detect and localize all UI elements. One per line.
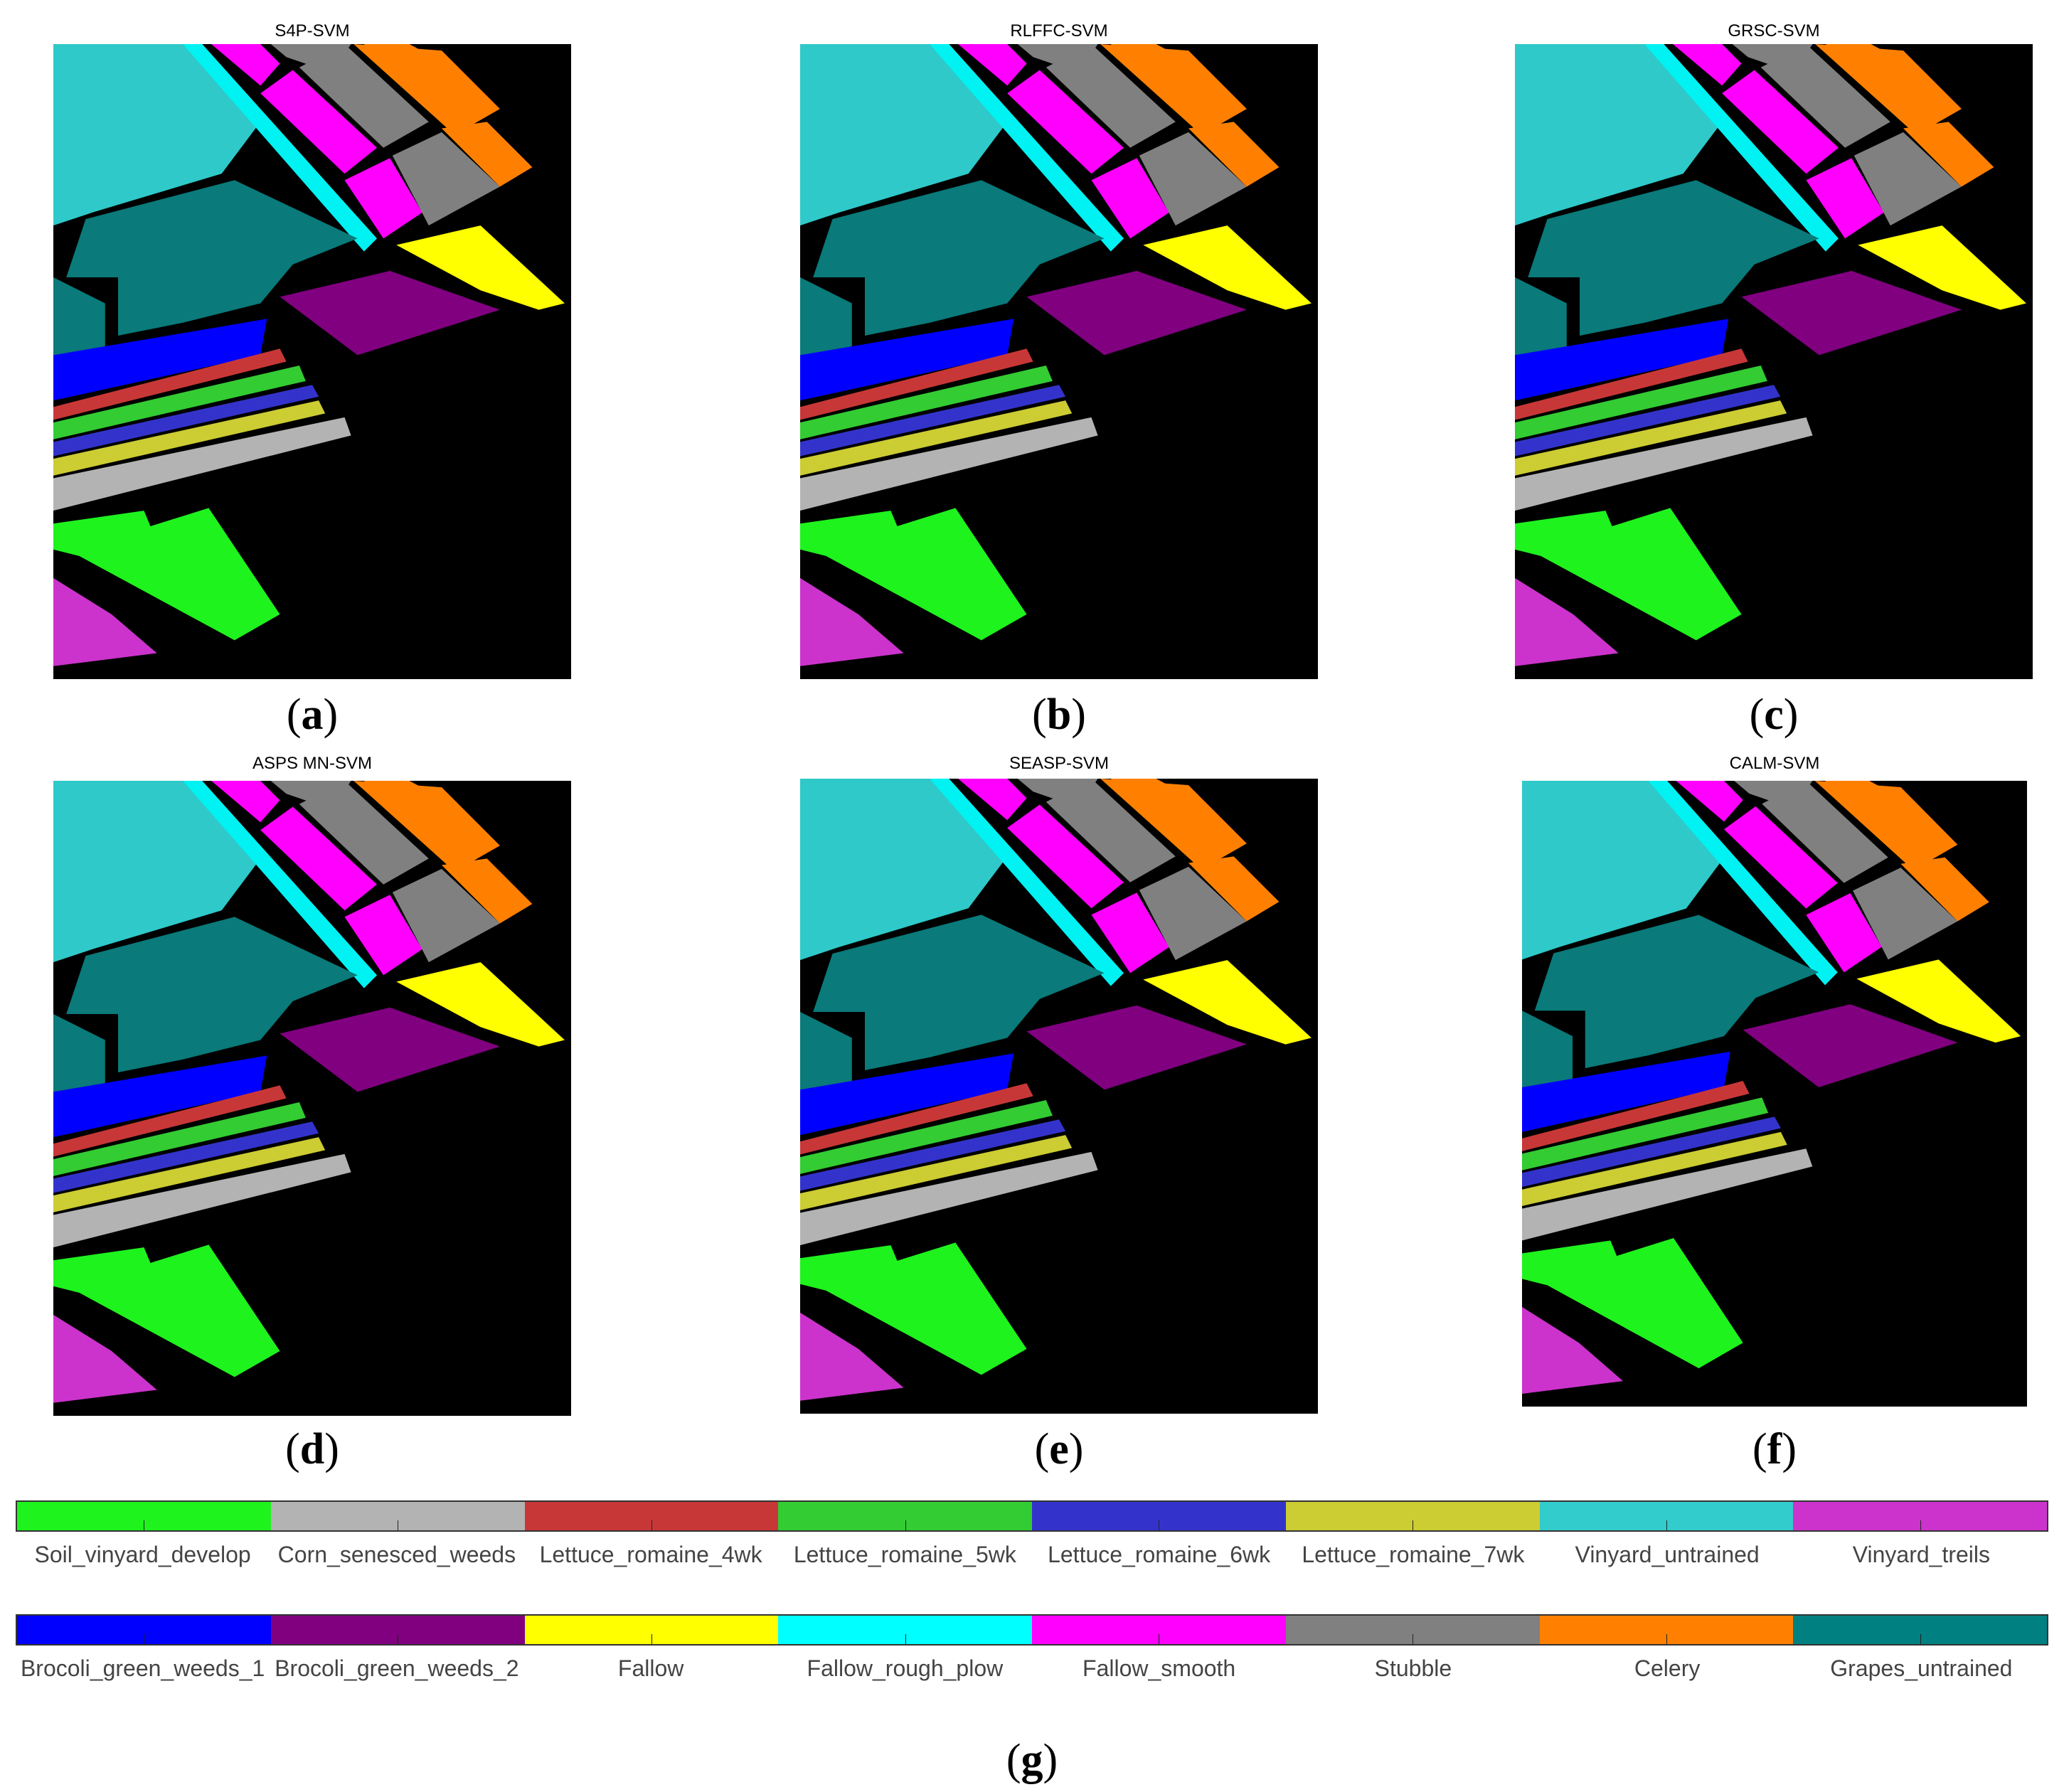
legend-label: Stubble: [1374, 1655, 1452, 1681]
legend-label: Vinyard_untrained: [1575, 1542, 1760, 1567]
legend-label: Brocoli_green_weeds_1: [20, 1655, 265, 1681]
panel-label: (c): [1749, 690, 1799, 739]
legend-swatch: [524, 1616, 779, 1644]
legend-swatch: [1032, 1502, 1286, 1530]
legend-label: Celery: [1634, 1655, 1701, 1681]
legend-colorbar-1: [16, 1500, 2048, 1532]
legend-swatch: [778, 1502, 1032, 1530]
panel-label: (d): [285, 1425, 339, 1473]
panel-title: ASPS MN-SVM: [252, 754, 373, 773]
legend-colorbar-2: [16, 1614, 2048, 1646]
panel-label: (e): [1034, 1425, 1084, 1473]
legend-label: Grapes_untrained: [1830, 1655, 2013, 1681]
legend-label: Soil_vinyard_develop: [34, 1542, 251, 1567]
legend-caption: (g): [1006, 1736, 1058, 1784]
panel-title: S4P-SVM: [275, 21, 350, 41]
legend-label: Lettuce_romaine_6wk: [1048, 1542, 1271, 1567]
legend-swatch: [270, 1616, 525, 1644]
legend-label: Lettuce_romaine_4wk: [539, 1542, 762, 1567]
legend-label: Lettuce_romaine_5wk: [793, 1542, 1016, 1567]
legend-swatch: [17, 1502, 271, 1530]
panel-title: GRSC-SVM: [1728, 21, 1820, 41]
legend-label: Fallow_smooth: [1082, 1655, 1236, 1681]
panel-label: (b): [1032, 690, 1086, 739]
panel-title: SEASP-SVM: [1009, 754, 1110, 773]
panel-title: CALM-SVM: [1729, 754, 1820, 773]
legend-swatch: [778, 1616, 1032, 1644]
legend-label: Brocoli_green_weeds_2: [275, 1655, 519, 1681]
legend-swatch: [1539, 1502, 1794, 1530]
legend-swatch: [1285, 1502, 1540, 1530]
panel-label: (a): [286, 690, 339, 739]
classification-map: [1522, 781, 2027, 1407]
legend-label: Lettuce_romaine_7wk: [1302, 1542, 1525, 1567]
legend-label: Vinyard_treils: [1852, 1542, 1991, 1567]
panel-label: (f): [1752, 1425, 1797, 1473]
legend-swatch: [524, 1502, 779, 1530]
classification-map: [53, 781, 571, 1416]
legend-label: Fallow: [617, 1655, 684, 1681]
classification-map: [1515, 44, 2033, 679]
legend-swatch: [1539, 1616, 1794, 1644]
legend-swatch: [1285, 1616, 1540, 1644]
classification-map: [800, 44, 1318, 679]
legend-label: Fallow_rough_plow: [807, 1655, 1004, 1681]
legend-label: Corn_senesced_weeds: [277, 1542, 516, 1567]
classification-map: [53, 44, 571, 679]
legend-swatch: [270, 1502, 525, 1530]
classification-map: [800, 779, 1318, 1414]
legend-swatch: [17, 1616, 271, 1644]
legend-swatch: [1793, 1616, 2047, 1644]
legend-swatch: [1793, 1502, 2047, 1530]
panel-title: RLFFC-SVM: [1010, 21, 1108, 41]
legend-swatch: [1032, 1616, 1286, 1644]
